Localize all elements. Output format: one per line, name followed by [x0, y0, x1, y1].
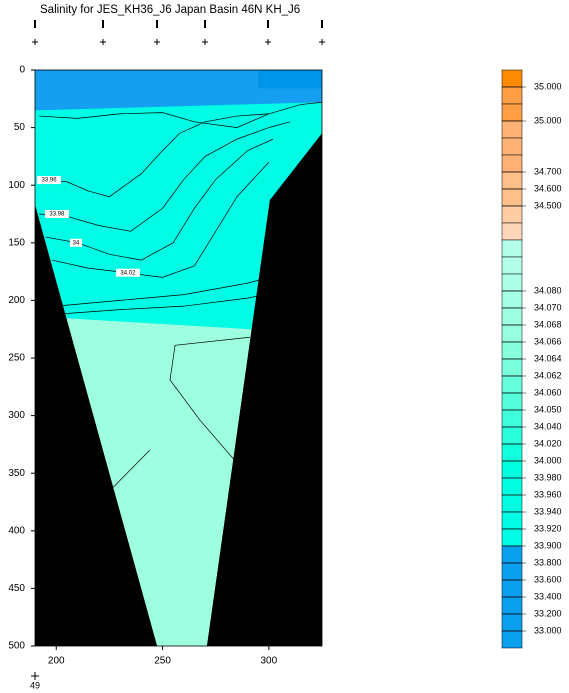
colorbar-cell: [501, 562, 523, 581]
colorbar-cell: [501, 273, 523, 292]
colorbar-label: 34.050: [534, 404, 562, 414]
colorbar-cell: [501, 188, 523, 207]
colorbar-label: 34.060: [534, 387, 562, 397]
colorbar-cell: [501, 477, 523, 496]
chart-title: Salinity for JES_KH36_J6 Japan Basin 46N…: [40, 4, 300, 16]
colorbar-label: 34.080: [534, 285, 562, 295]
colorbar-label: 35.000: [534, 115, 562, 125]
colorbar-label: 34.500: [534, 200, 562, 210]
contour-line: [169, 336, 250, 461]
colorbar-label: 34.070: [534, 302, 562, 312]
colorbar-label: 33.960: [534, 489, 562, 499]
colorbar-cell: [501, 120, 523, 139]
colorbar-cell: [501, 409, 523, 428]
colorbar-label: 33.940: [534, 506, 562, 516]
colorbar-cell: [501, 307, 523, 326]
colorbar-cell: [501, 256, 523, 275]
y-tick-label: 100: [8, 180, 25, 191]
contour-line: [39, 113, 269, 198]
contour-label-box: [44, 210, 69, 218]
colorbar-cell: [501, 171, 523, 190]
contour-label: 34: [73, 240, 80, 246]
colorbar-cell: [501, 69, 523, 88]
y-tick-label: 500: [8, 641, 25, 652]
footnote: 49: [30, 680, 40, 690]
contour-line: [39, 101, 322, 128]
y-tick-label: 450: [8, 583, 25, 594]
colorbar-label: 33.600: [534, 574, 562, 584]
y-tick-label: 150: [8, 237, 25, 248]
colorbar-label: 34.700: [534, 166, 562, 176]
contour-line: [45, 138, 274, 261]
contour-label: 33.96: [42, 178, 58, 184]
contour-line: [56, 277, 269, 307]
y-tick-label: 200: [8, 295, 25, 306]
colorbar-cell: [501, 596, 523, 615]
colorbar-cell: [501, 528, 523, 547]
colorbar-cell: [501, 443, 523, 462]
contour-label-box: [70, 238, 83, 247]
contour-line: [56, 294, 265, 315]
colorbar-cell: [501, 86, 523, 105]
y-tick-label: 400: [8, 525, 25, 536]
colorbar-cell: [501, 392, 523, 411]
region: [35, 70, 322, 111]
colorbar-cell: [501, 324, 523, 343]
x-tick-label: 200: [48, 656, 65, 667]
colorbar-label: 34.066: [534, 336, 562, 346]
colorbar-cell: [501, 239, 523, 258]
colorbar-cell: [501, 137, 523, 156]
colorbar-label: 34.064: [534, 353, 562, 363]
colorbar-cell: [501, 290, 523, 309]
colorbar-cell: [501, 222, 523, 241]
y-tick-label: 0: [19, 65, 25, 76]
y-tick-label: 250: [8, 353, 25, 364]
contour-line: [51, 161, 270, 278]
colorbar-cell: [501, 341, 523, 360]
colorbar-label: 33.920: [534, 523, 562, 533]
colorbar-cell: [501, 103, 523, 122]
y-tick-label: 300: [8, 410, 25, 421]
colorbar-cell: [501, 613, 523, 632]
colorbar-label: 34.068: [534, 319, 562, 329]
bathymetry: [206, 133, 322, 646]
colorbar-label: 33.200: [534, 608, 562, 618]
colorbar-label: 34.000: [534, 455, 562, 465]
colorbar-label: 35.000: [534, 81, 562, 91]
colorbar-label: 34.600: [534, 183, 562, 193]
colorbar-cell: [501, 426, 523, 445]
contour-line: [39, 121, 291, 232]
y-tick-label: 50: [14, 122, 26, 133]
colorbar-label: 33.900: [534, 540, 562, 550]
bathymetry: [35, 204, 158, 646]
contour-label: 33.98: [49, 212, 65, 218]
colorbar-cell: [501, 460, 523, 479]
colorbar-cell: [501, 375, 523, 394]
colorbar-label: 33.000: [534, 625, 562, 635]
colorbar-label: 33.800: [534, 557, 562, 567]
contour-label: 34.02: [120, 270, 136, 276]
colorbar-label: 34.020: [534, 438, 562, 448]
colorbar-cell: [501, 630, 523, 649]
x-tick-label: 300: [261, 656, 278, 667]
contour-label-box: [115, 268, 140, 277]
colorbar-label: 33.400: [534, 591, 562, 601]
colorbar-cell: [501, 154, 523, 173]
colorbar-cell: [501, 579, 523, 598]
colorbar-label: 33.980: [534, 472, 562, 482]
colorbar-label: 34.040: [534, 421, 562, 431]
colorbar-cell: [501, 205, 523, 224]
colorbar-cell: [501, 545, 523, 564]
y-tick-label: 350: [8, 468, 25, 479]
colorbar-cell: [501, 358, 523, 377]
colorbar-cell: [501, 494, 523, 513]
colorbar-cell: [501, 511, 523, 530]
colorbar-label: 34.062: [534, 370, 562, 380]
region: [258, 70, 322, 89]
contour-label-box: [37, 176, 62, 185]
x-tick-label: 250: [154, 656, 171, 667]
station-markers: [31, 20, 325, 680]
